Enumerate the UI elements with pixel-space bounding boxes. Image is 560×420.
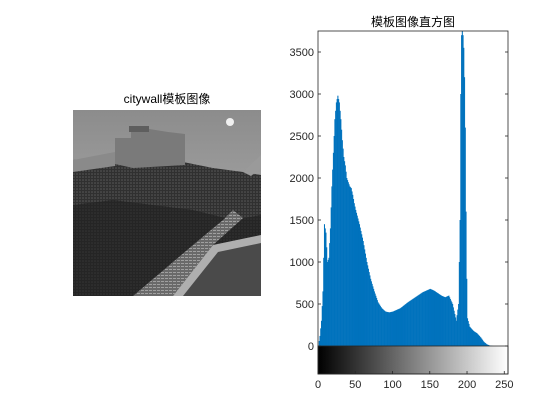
y-tick-label: 3500 — [290, 47, 314, 59]
x-tick-label: 100 — [383, 379, 401, 391]
grayscale-colorbar — [318, 346, 508, 374]
y-tick-label: 1500 — [290, 215, 314, 227]
x-tick-label: 50 — [349, 379, 361, 391]
y-tick-label: 2000 — [290, 173, 314, 185]
y-tick-label: 500 — [296, 299, 314, 311]
y-tick-label: 3000 — [290, 89, 314, 101]
x-tick-label: 200 — [458, 379, 476, 391]
histogram-bars — [319, 31, 494, 346]
y-tick-label: 0 — [308, 341, 314, 353]
x-tick-label: 250 — [495, 379, 513, 391]
y-tick-label: 2500 — [290, 131, 314, 143]
x-tick-label: 0 — [315, 379, 321, 391]
y-tick-label: 1000 — [290, 257, 314, 269]
x-tick-label: 150 — [421, 379, 439, 391]
